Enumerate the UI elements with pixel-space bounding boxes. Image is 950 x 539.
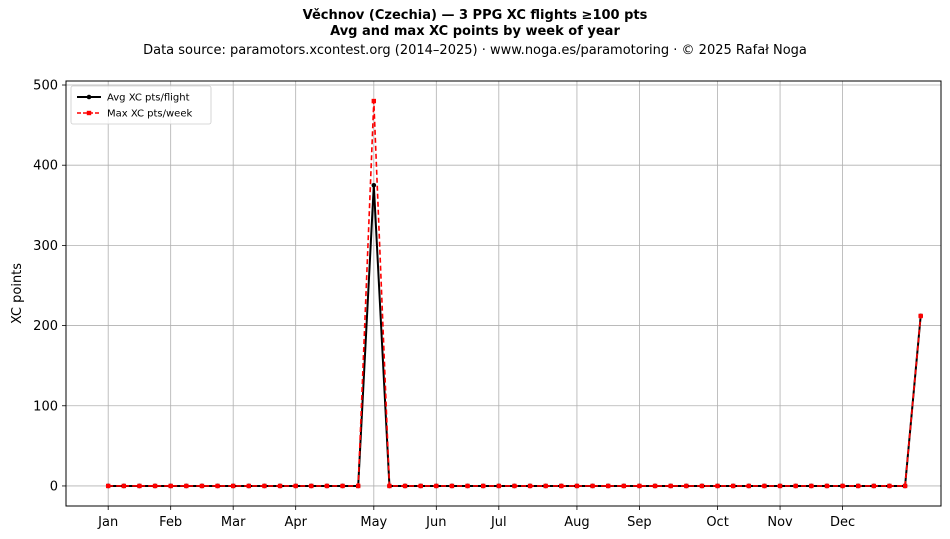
data-point xyxy=(121,483,127,489)
data-point xyxy=(840,483,845,489)
data-point xyxy=(746,483,752,489)
plot-frame xyxy=(65,80,942,507)
legend-marker xyxy=(86,94,92,100)
data-point xyxy=(402,483,408,489)
legend-marker xyxy=(86,110,92,116)
data-point xyxy=(215,483,220,489)
y-axis-label: XC points xyxy=(10,263,25,324)
legend-box xyxy=(70,85,212,125)
data-point xyxy=(668,483,673,489)
data-point xyxy=(434,483,439,489)
data-point xyxy=(168,483,173,489)
data-point xyxy=(480,483,486,489)
data-point xyxy=(496,483,502,489)
data-point xyxy=(684,483,689,489)
axis-layer: Jan Feb Mar Apr May Jun Jul Aug Sep Oct Nov Dec 0 100… xyxy=(33,79,855,530)
data-point xyxy=(590,483,595,489)
data-point xyxy=(277,483,283,489)
data-point xyxy=(230,483,236,489)
data-point xyxy=(559,483,564,489)
data-point xyxy=(355,483,361,489)
data-point xyxy=(887,483,892,489)
data-point xyxy=(449,483,455,489)
data-point xyxy=(512,483,517,489)
data-point xyxy=(777,483,783,489)
data-point xyxy=(137,483,142,489)
grid-layer xyxy=(66,81,941,506)
data-point xyxy=(246,483,252,489)
data-point xyxy=(574,483,580,489)
data-point xyxy=(871,483,877,489)
x-tick-label: May xyxy=(360,515,387,530)
data-point xyxy=(918,313,923,319)
data-point xyxy=(152,483,158,489)
data-point xyxy=(809,483,814,489)
data-point xyxy=(184,483,189,489)
chart-title-block: Věchnov (Czechia) — 3 PPG XC flights ≥10… xyxy=(0,8,950,59)
data-point xyxy=(371,182,377,188)
data-point xyxy=(371,98,377,104)
chart-subtitle: Avg and max XC points by week of year xyxy=(330,24,620,39)
data-point xyxy=(543,483,548,489)
data-source-line: Data source: paramotors.xcontest.org (20… xyxy=(143,43,807,58)
data-point xyxy=(387,483,392,489)
data-point xyxy=(527,483,533,489)
chart-title: Věchnov (Czechia) — 3 PPG XC flights ≥10… xyxy=(302,8,648,23)
x-tick-label: Jan xyxy=(97,515,118,530)
legend-label: Avg XC pts/flight xyxy=(107,93,190,104)
x-tick-label: Dec xyxy=(830,515,855,530)
data-point xyxy=(293,483,298,489)
x-tick-label: Oct xyxy=(706,515,728,530)
data-point xyxy=(105,483,111,489)
y-tick-label: 400 xyxy=(33,159,58,174)
legend-label: Max XC pts/week xyxy=(107,109,192,120)
y-tick-label: 100 xyxy=(33,399,58,414)
x-tick-label: Aug xyxy=(564,515,589,530)
series-line-avg xyxy=(108,184,922,487)
data-point xyxy=(730,483,736,489)
data-point xyxy=(199,483,205,489)
data-point xyxy=(465,483,470,489)
data-point xyxy=(652,483,658,489)
data-point xyxy=(621,483,627,489)
data-point xyxy=(418,483,423,489)
y-tick-label: 0 xyxy=(50,479,58,494)
x-tick-label: Mar xyxy=(221,515,246,530)
data-point xyxy=(262,483,267,489)
data-point xyxy=(793,483,798,489)
series-layer xyxy=(105,98,923,489)
data-point xyxy=(824,483,830,489)
data-point xyxy=(324,483,330,489)
data-point xyxy=(762,483,767,489)
legend: Avg XC pts/flight Max XC pts/week xyxy=(70,85,212,125)
series-line-max xyxy=(108,100,922,487)
x-tick-label: Feb xyxy=(159,515,182,530)
x-tick-label: Jul xyxy=(490,515,507,530)
data-point xyxy=(855,483,861,489)
data-point xyxy=(605,483,611,489)
data-point xyxy=(715,483,720,489)
data-point xyxy=(309,483,314,489)
x-tick-label: Nov xyxy=(767,515,793,530)
y-tick-label: 500 xyxy=(33,79,58,94)
data-point xyxy=(340,483,345,489)
x-tick-label: Apr xyxy=(284,515,307,530)
x-tick-label: Sep xyxy=(627,515,652,530)
data-point xyxy=(637,483,642,489)
data-point xyxy=(699,483,705,489)
y-tick-label: 200 xyxy=(33,319,58,334)
data-point xyxy=(902,483,908,489)
x-tick-label: Jun xyxy=(425,515,446,530)
y-tick-label: 300 xyxy=(33,239,58,254)
